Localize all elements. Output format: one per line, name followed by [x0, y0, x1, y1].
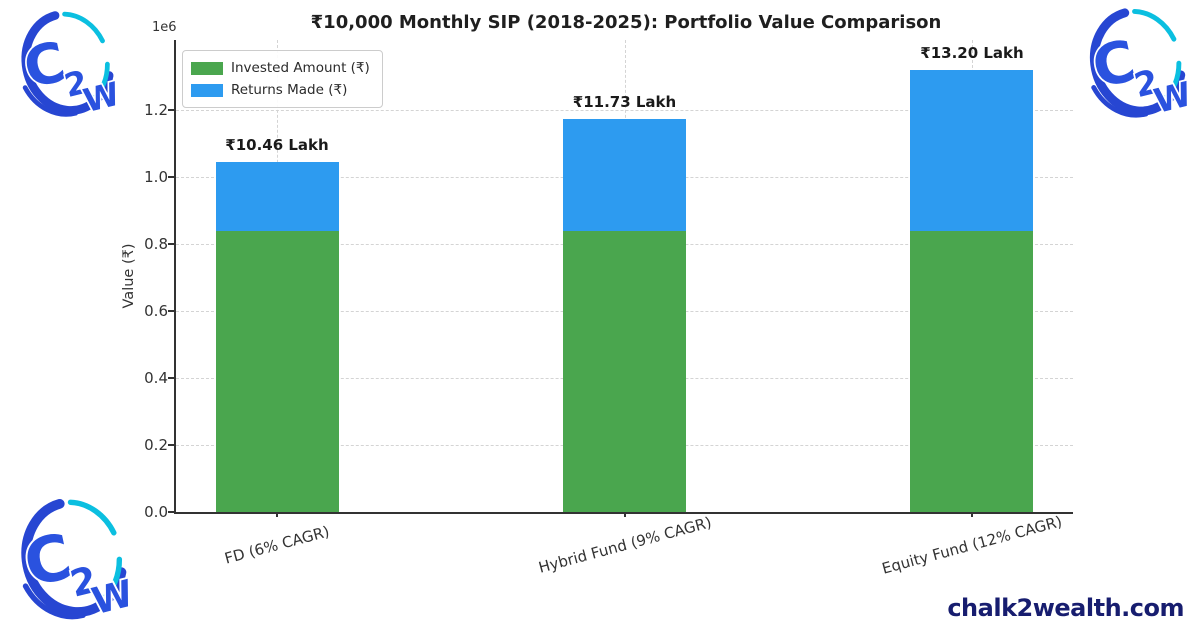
y-tick-mark	[168, 511, 174, 513]
c2w-logo-icon: C 2 W	[17, 11, 125, 122]
c2w-logo-icon: C 2 W	[1085, 8, 1197, 123]
bar-segment-invested	[563, 230, 686, 512]
legend: Invested Amount (₹) Returns Made (₹)	[182, 50, 383, 108]
y-tick-label: 0.0	[144, 503, 168, 521]
y-tick-label: 0.2	[144, 436, 168, 455]
horizontal-gridline	[176, 110, 1073, 112]
c2w-logo-top-left: C 2 W	[8, 4, 125, 122]
x-tick-mark	[970, 512, 973, 517]
y-tick-label: 1.2	[144, 101, 168, 120]
legend-row-invested: Invested Amount (₹)	[191, 57, 370, 79]
x-tick-label: Equity Fund (12% CAGR)	[879, 512, 1064, 578]
bar-segment-invested	[215, 230, 339, 512]
y-tick-mark	[168, 310, 174, 313]
y-tick-mark	[168, 444, 174, 447]
bar-segment-invested	[910, 230, 1034, 512]
c2w-logo-icon: C 2 W	[16, 498, 139, 625]
x-tick-label: FD (6% CAGR)	[222, 522, 332, 568]
y-tick-label: 0.4	[144, 369, 168, 388]
bar-segment-returns	[215, 161, 339, 231]
c2w-logo-bottom-left: C 2 W	[6, 492, 139, 625]
y-tick-mark	[168, 109, 174, 112]
y-tick-label: 0.8	[144, 235, 168, 254]
legend-swatch-invested	[191, 61, 223, 75]
bar-segment-returns	[910, 70, 1034, 231]
brand-watermark: chalk2wealth.com	[947, 594, 1184, 622]
y-axis-offset-label: 1e6	[152, 20, 177, 35]
bar-total-label: ₹13.20 Lakh	[920, 44, 1024, 63]
y-tick-mark	[168, 377, 174, 380]
chart-title: ₹10,000 Monthly SIP (2018-2025): Portfol…	[310, 12, 942, 33]
legend-label-invested: Invested Amount (₹)	[231, 60, 370, 76]
x-tick-mark	[623, 512, 626, 517]
logo-letter-w: W	[88, 572, 136, 624]
y-tick-mark	[168, 176, 174, 179]
bar-segment-returns	[563, 119, 686, 231]
y-tick-mark	[168, 243, 174, 246]
y-axis-spine	[174, 40, 176, 514]
legend-swatch-returns	[191, 83, 223, 97]
x-tick-mark	[276, 512, 278, 517]
logo-letter-w: W	[80, 75, 122, 120]
y-tick-label: 1.0	[144, 168, 168, 187]
c2w-logo-top-right: C 2 W	[1076, 2, 1197, 123]
legend-label-returns: Returns Made (₹)	[231, 82, 348, 98]
logo-letter-w: W	[1150, 74, 1194, 121]
x-tick-label: Hybrid Fund (9% CAGR)	[536, 513, 713, 577]
bar-total-label: ₹10.46 Lakh	[225, 135, 329, 154]
plot-area: 0.0 0.2 0.4 0.6 0.8 1.0 1.2 ₹10.46 Lakh FD (6% C…	[144, 40, 1073, 578]
legend-row-returns: Returns Made (₹)	[191, 79, 370, 101]
y-tick-label: 0.6	[144, 302, 168, 321]
bar-total-label: ₹11.73 Lakh	[572, 93, 677, 112]
